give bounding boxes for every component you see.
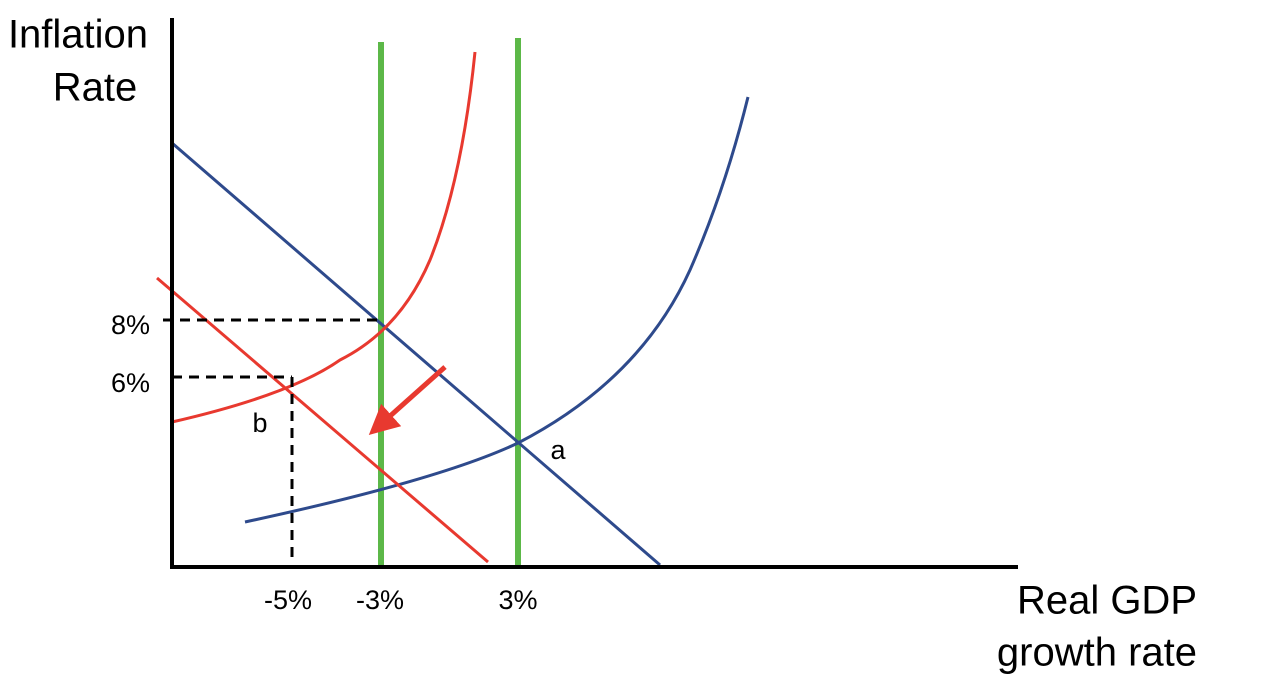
supply-curve-blue — [244, 96, 750, 524]
x-tick-label: 3% — [498, 585, 537, 615]
supply-curve-red — [171, 51, 477, 424]
point-label: a — [550, 435, 566, 465]
y-axis-label: Inflation — [8, 13, 148, 57]
demand-line-red — [156, 276, 489, 564]
demand-line-blue — [171, 141, 661, 567]
x-axis-label: Real GDP — [1017, 579, 1197, 623]
y-tick-label: 6% — [111, 368, 150, 398]
shift-arrow — [368, 365, 447, 435]
x-axis-label: growth rate — [997, 631, 1197, 675]
y-tick-label: 8% — [111, 310, 150, 340]
x-tick-label: -5% — [264, 585, 312, 615]
point-label: b — [252, 408, 267, 438]
x-tick-label: -3% — [356, 585, 404, 615]
y-axis-label: Rate — [53, 66, 138, 110]
